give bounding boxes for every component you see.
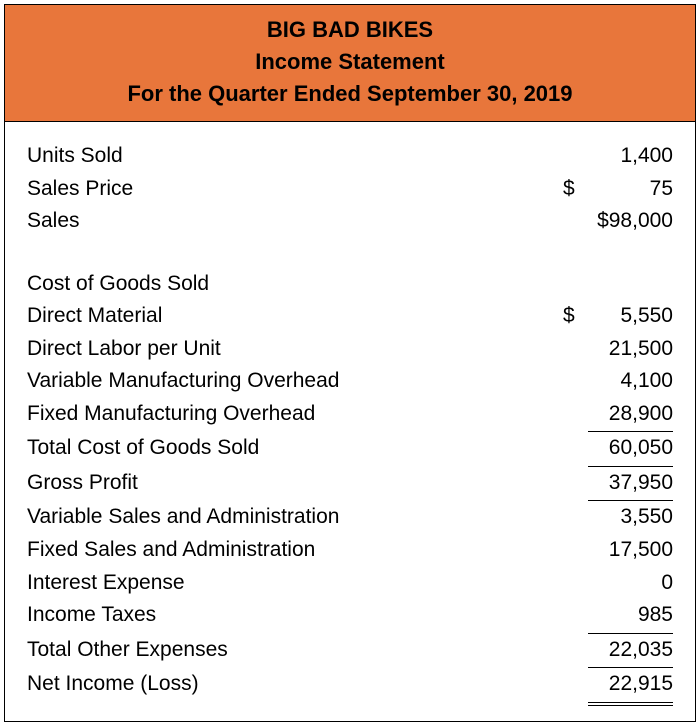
label: Direct Labor per Unit	[27, 333, 543, 366]
amount: 22,915	[588, 668, 673, 703]
value: 0	[543, 567, 673, 600]
currency-symbol: $	[563, 173, 575, 206]
label: Fixed Sales and Administration	[27, 534, 543, 567]
value: $ 5,550	[543, 300, 673, 333]
income-statement: BIG BAD BIKES Income Statement For the Q…	[4, 4, 696, 722]
row-sales: Sales $98,000	[27, 205, 673, 238]
label: Total Cost of Goods Sold	[27, 432, 543, 465]
value: $98,000	[543, 205, 673, 238]
label: Units Sold	[27, 140, 543, 173]
label: Fixed Manufacturing Overhead	[27, 398, 543, 431]
row-var-sa: Variable Sales and Administration 3,550	[27, 501, 673, 534]
row-total-cogs: Total Cost of Goods Sold 60,050	[27, 432, 673, 467]
row-units-sold: Units Sold 1,400	[27, 140, 673, 173]
value: 4,100	[543, 365, 673, 398]
amount: 28,900	[588, 398, 673, 433]
row-var-mfg-oh: Variable Manufacturing Overhead 4,100	[27, 365, 673, 398]
value: $ 75	[543, 173, 673, 206]
value: 21,500	[543, 333, 673, 366]
row-direct-material: Direct Material $ 5,550	[27, 300, 673, 333]
amount: 985	[588, 599, 673, 634]
statement-title: Income Statement	[15, 49, 685, 75]
value: 60,050	[543, 432, 673, 467]
value: 28,900	[543, 398, 673, 433]
row-cogs-header: Cost of Goods Sold	[27, 268, 673, 301]
label: Interest Expense	[27, 567, 543, 600]
value: 17,500	[543, 534, 673, 567]
label: Variable Manufacturing Overhead	[27, 365, 543, 398]
label: Income Taxes	[27, 599, 543, 632]
row-direct-labor: Direct Labor per Unit 21,500	[27, 333, 673, 366]
value: 37,950	[543, 467, 673, 502]
row-fixed-mfg-oh: Fixed Manufacturing Overhead 28,900	[27, 398, 673, 433]
currency-symbol: $	[563, 300, 575, 333]
label: Variable Sales and Administration	[27, 501, 543, 534]
row-interest: Interest Expense 0	[27, 567, 673, 600]
label: Gross Profit	[27, 467, 543, 500]
spacer	[27, 238, 673, 268]
amount: 22,035	[588, 634, 673, 669]
value: 1,400	[543, 140, 673, 173]
value: 985	[543, 599, 673, 634]
row-fixed-sa: Fixed Sales and Administration 17,500	[27, 534, 673, 567]
label: Sales	[27, 205, 543, 238]
label: Cost of Goods Sold	[27, 268, 543, 301]
value: 22,035	[543, 634, 673, 669]
amount: 5,550	[620, 304, 673, 327]
label: Direct Material	[27, 300, 543, 333]
row-total-other: Total Other Expenses 22,035	[27, 634, 673, 669]
row-net-income: Net Income (Loss) 22,915	[27, 668, 673, 703]
statement-header: BIG BAD BIKES Income Statement For the Q…	[5, 5, 695, 122]
label: Sales Price	[27, 173, 543, 206]
amount: 75	[650, 177, 673, 200]
amount: 37,950	[588, 467, 673, 502]
value: 22,915	[543, 668, 673, 703]
statement-body: Units Sold 1,400 Sales Price $ 75 Sales …	[5, 122, 695, 721]
row-sales-price: Sales Price $ 75	[27, 173, 673, 206]
value: 3,550	[543, 501, 673, 534]
company-name: BIG BAD BIKES	[15, 17, 685, 43]
statement-period: For the Quarter Ended September 30, 2019	[15, 81, 685, 107]
label: Total Other Expenses	[27, 634, 543, 667]
row-taxes: Income Taxes 985	[27, 599, 673, 634]
label: Net Income (Loss)	[27, 668, 543, 701]
row-gross-profit: Gross Profit 37,950	[27, 467, 673, 502]
amount: 60,050	[588, 432, 673, 467]
